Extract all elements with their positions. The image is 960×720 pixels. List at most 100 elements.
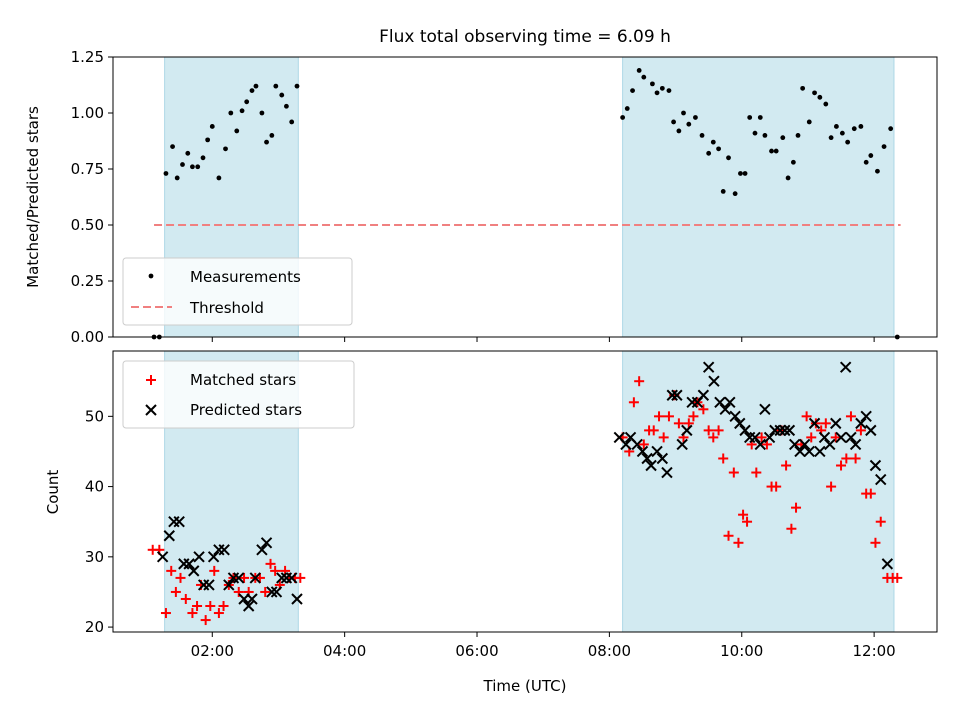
predicted-star-point xyxy=(173,516,185,528)
legend-threshold-label: Threshold xyxy=(189,299,264,317)
predicted-star-point xyxy=(645,459,657,472)
x-tick-label: 06:00 xyxy=(455,642,498,660)
matched-star-point xyxy=(781,460,792,471)
predicted-star-point xyxy=(783,424,796,437)
predicted-star-point xyxy=(183,558,195,570)
matched-star-point xyxy=(723,530,734,541)
predicted-star-point xyxy=(708,375,720,387)
predicted-star-point xyxy=(276,572,288,584)
measurement-point xyxy=(693,115,698,120)
measurement-point xyxy=(875,168,880,174)
legend-matched-label: Matched stars xyxy=(190,371,296,389)
matched-star-point xyxy=(791,502,802,513)
observing-window-shade xyxy=(622,56,895,338)
predicted-star-point xyxy=(830,417,842,430)
predicted-star-point xyxy=(697,389,710,401)
matched-star-point xyxy=(708,432,719,443)
matched-star-point xyxy=(751,467,762,478)
predicted-star-point xyxy=(794,445,806,458)
matched-star-point xyxy=(826,481,837,492)
predicted-star-point xyxy=(661,466,673,479)
bottom-yticks: 20 30 40 50 xyxy=(85,407,113,636)
measurement-point xyxy=(806,119,812,125)
measurement-point xyxy=(209,124,215,129)
matched-star-point xyxy=(192,601,203,612)
legend-measurement-marker xyxy=(148,273,154,279)
legend-predicted-marker xyxy=(145,404,157,416)
measurement-point xyxy=(752,130,758,136)
measurement-point xyxy=(681,110,686,116)
top-shading xyxy=(164,56,895,338)
matched-star-point xyxy=(233,586,244,597)
matched-star-point xyxy=(703,425,714,436)
measurement-point xyxy=(636,68,642,73)
predicted-star-point xyxy=(714,396,726,408)
predicted-star-point xyxy=(779,424,791,437)
predicted-star-point xyxy=(814,445,826,458)
x-axis-label: Time (UTC) xyxy=(483,677,567,695)
top-legend: Measurements Threshold xyxy=(122,257,353,326)
predicted-star-point xyxy=(651,445,663,458)
measurement-point xyxy=(630,88,635,93)
matched-star-point xyxy=(218,601,229,612)
x-tick-label: 04:00 xyxy=(323,642,366,660)
top-axes-frame xyxy=(112,56,938,338)
measurement-point xyxy=(716,146,721,152)
matched-star-point xyxy=(865,488,876,499)
matched-star-point xyxy=(170,586,181,597)
y-tick-label: 40 xyxy=(85,478,104,496)
predicted-star-point xyxy=(188,565,200,577)
matched-star-point xyxy=(771,481,782,492)
predicted-star-point xyxy=(681,424,693,437)
measurement-point xyxy=(706,150,712,156)
matched-star-point xyxy=(260,586,271,597)
predicted-star-point xyxy=(759,403,771,416)
predicted-star-point xyxy=(702,361,715,373)
predicted-star-point xyxy=(729,410,741,423)
matched-star-point xyxy=(820,418,831,429)
measurement-point xyxy=(747,115,753,120)
matched-star-point xyxy=(806,432,817,443)
matched-star-point xyxy=(713,425,724,436)
y-tick-label: 0.25 xyxy=(71,272,104,290)
matched-star-point xyxy=(718,453,729,464)
predicted-star-point xyxy=(734,417,746,430)
predicted-star-point xyxy=(666,389,678,401)
measurement-point xyxy=(780,135,786,141)
matched-star-point xyxy=(683,418,694,429)
measurement-point xyxy=(216,175,222,181)
predicted-star-point xyxy=(620,438,632,451)
predicted-star-point xyxy=(803,445,815,458)
predicted-star-point xyxy=(246,593,258,605)
measurement-point xyxy=(249,88,255,93)
top-yticks: 0.00 0.25 0.50 0.75 1.00 1.25 xyxy=(71,48,113,346)
matched-star-point xyxy=(270,565,281,576)
predicted-star-point xyxy=(855,417,867,430)
predicted-star-point xyxy=(203,579,215,591)
measurement-point xyxy=(676,128,682,134)
predicted-star-point xyxy=(719,403,731,416)
legend-matched-marker xyxy=(146,375,156,385)
measurement-point xyxy=(823,101,829,107)
measurement-point xyxy=(264,139,269,145)
measurement-point xyxy=(845,139,851,145)
matched-star-point xyxy=(855,425,866,436)
measurement-point xyxy=(180,162,185,167)
matched-star-point xyxy=(648,425,659,436)
matched-star-point xyxy=(654,411,665,422)
measurement-point xyxy=(273,83,279,89)
y-tick-label: 30 xyxy=(85,548,104,566)
matched-star-point xyxy=(658,432,669,443)
measurement-point xyxy=(253,83,259,89)
matched-star-point xyxy=(160,608,171,619)
y-tick-label: 1.25 xyxy=(71,48,104,66)
matched-star-point xyxy=(628,397,639,408)
x-tick-label: 08:00 xyxy=(588,642,631,660)
predicted-star-point xyxy=(233,572,245,584)
predicted-star-point xyxy=(656,452,669,465)
measurement-point xyxy=(868,153,874,158)
measurement-point xyxy=(641,74,647,80)
matched-star-point xyxy=(845,411,856,422)
matched-star-point xyxy=(830,432,841,443)
